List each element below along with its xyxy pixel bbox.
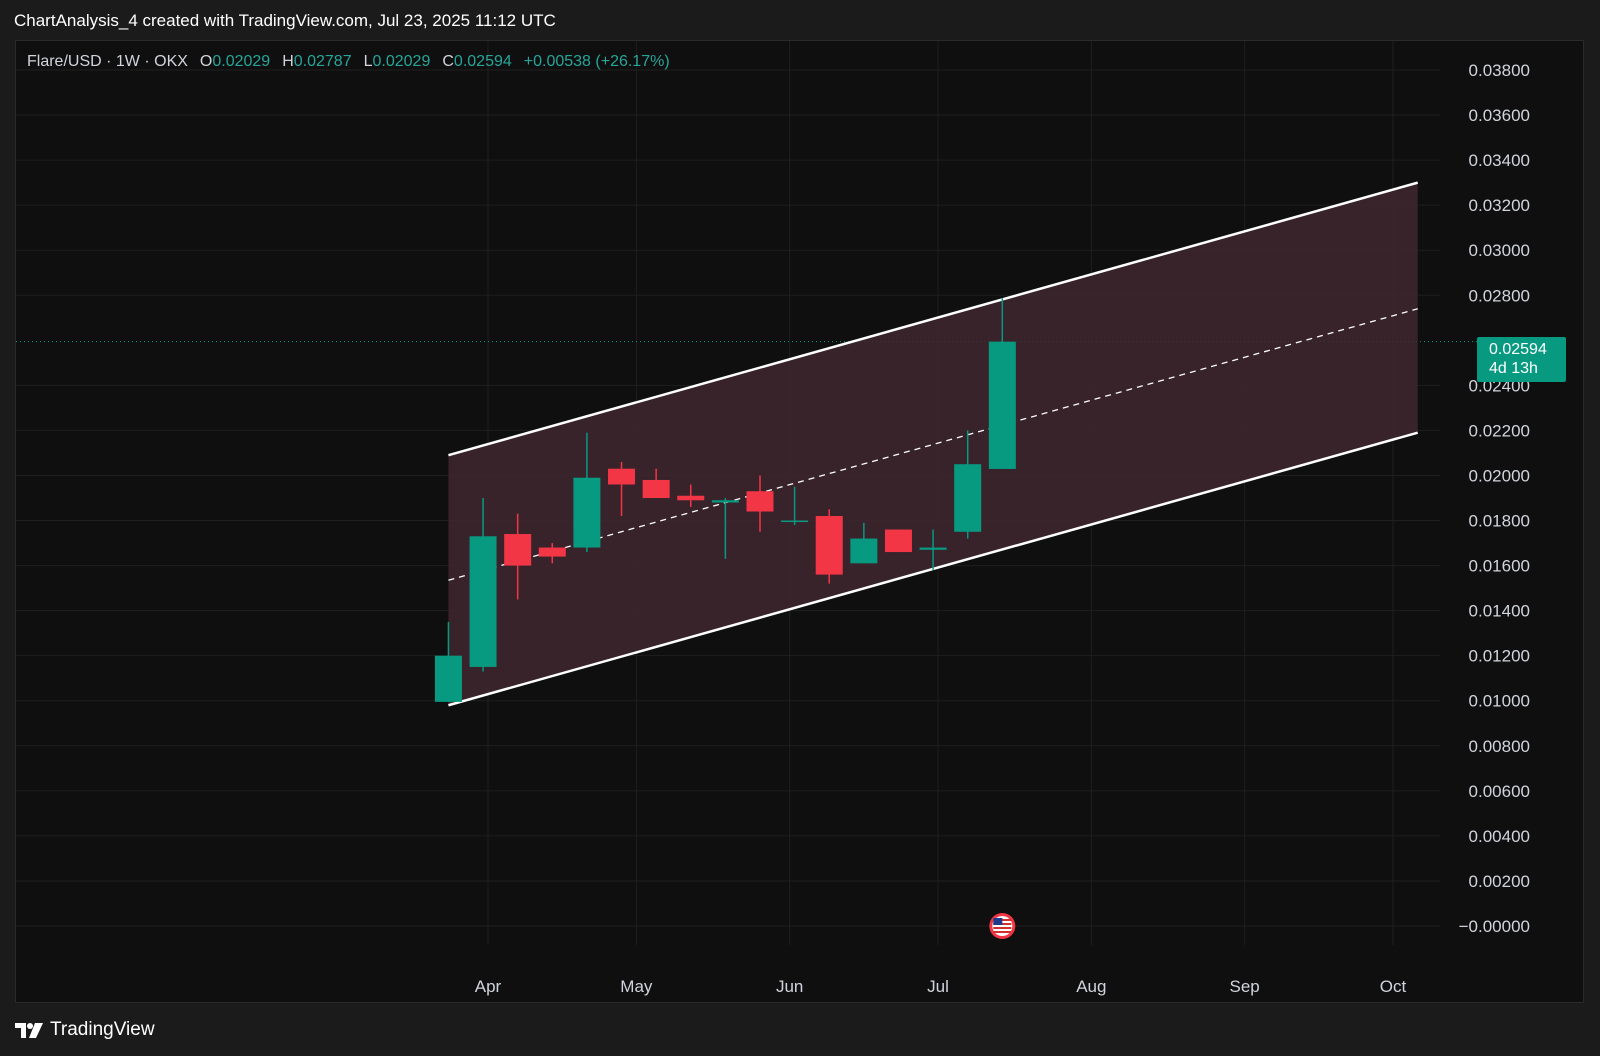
candle-body (711, 500, 739, 503)
candle[interactable] (573, 432, 601, 553)
x-tick-label: Apr (475, 977, 502, 996)
candle-body (677, 495, 705, 501)
tradingview-logo-icon (15, 1023, 43, 1038)
candle[interactable] (954, 430, 982, 539)
bar-countdown: 4d 13h (1489, 360, 1538, 377)
change-value: +0.00538 (+26.17%) (523, 53, 670, 70)
candle[interactable] (884, 529, 912, 553)
candle-body (850, 538, 878, 564)
candle[interactable] (850, 522, 878, 564)
y-tick-label: 0.00600 (1469, 782, 1530, 801)
low-value: 0.02029 (372, 53, 431, 70)
x-tick-label: Oct (1380, 977, 1407, 996)
candle[interactable] (608, 461, 636, 517)
y-tick-label: 0.02800 (1469, 286, 1530, 305)
candle[interactable] (538, 543, 566, 564)
x-tick-label: Sep (1230, 977, 1260, 996)
candle-body (469, 536, 497, 667)
brand-name: TradingView (50, 1019, 155, 1040)
candle[interactable] (746, 475, 774, 532)
candle-body (988, 341, 1016, 469)
y-tick-label: 0.01400 (1469, 602, 1530, 621)
candle-body (919, 547, 947, 550)
candle-body (954, 464, 982, 532)
y-tick-label: 0.03000 (1469, 241, 1530, 260)
y-tick-label: 0.03600 (1469, 106, 1530, 125)
candle[interactable] (677, 484, 705, 508)
x-tick-label: Aug (1076, 977, 1106, 996)
y-tick-label: −0.00000 (1459, 917, 1530, 936)
event-markers (989, 913, 1016, 939)
candle[interactable] (781, 486, 809, 526)
y-tick-label: 0.02200 (1469, 421, 1530, 440)
y-tick-label: 0.01800 (1469, 512, 1530, 531)
candle-body (884, 529, 912, 553)
x-tick-label: Jun (776, 977, 803, 996)
us-flag-icon[interactable] (989, 913, 1016, 939)
last-price-tag: 0.02594 4d 13h (1477, 337, 1566, 382)
close-value: 0.02594 (453, 53, 512, 70)
flag-icon-stripe (993, 927, 1012, 929)
price-axis: 0.03800 0.03600 0.03400 0.03200 0.03000 0.028… (1459, 61, 1530, 936)
y-tick-label: 0.01600 (1469, 557, 1530, 576)
candle[interactable] (434, 621, 462, 702)
candle[interactable] (469, 498, 497, 672)
y-tick-label: 0.03200 (1469, 196, 1530, 215)
last-price-value: 0.02594 (1489, 341, 1547, 358)
candle[interactable] (919, 529, 947, 571)
candle-body (573, 477, 601, 548)
chart-header-title: ChartAnalysis_4 created with TradingView… (14, 11, 556, 30)
flag-icon-stripe (993, 931, 1012, 933)
x-tick-label: May (620, 977, 653, 996)
channel-fill (448, 182, 1418, 706)
candle-body (781, 520, 809, 523)
candles (434, 298, 1016, 702)
high-label: H (282, 53, 294, 70)
ascending-channel (448, 181, 1419, 707)
ohlc-legend: Flare/USD · 1W · OKX O0.02029 H0.02787 L0.0… (27, 53, 670, 71)
channel-upper-line (448, 181, 1419, 457)
high-value: 0.02787 (293, 53, 352, 70)
candle[interactable] (642, 468, 670, 498)
candle-body (746, 491, 774, 512)
open-label: O (199, 53, 213, 70)
y-tick-label: 0.00200 (1469, 872, 1530, 891)
y-tick-label: 0.01200 (1469, 647, 1530, 666)
x-tick-label: Jul (927, 977, 949, 996)
candle-body (815, 516, 843, 575)
channel-middle-line (448, 308, 1418, 581)
candle-body (434, 655, 462, 702)
y-tick-label: 0.03400 (1469, 151, 1530, 170)
open-value: 0.02029 (212, 53, 271, 70)
candle[interactable] (815, 509, 843, 584)
time-axis: Apr May Jun Jul Aug Sep Oct (475, 977, 1407, 996)
y-tick-label: 0.03800 (1469, 61, 1530, 80)
symbol-label[interactable]: Flare/USD · 1W · OKX (27, 53, 188, 70)
y-tick-label: 0.00400 (1469, 827, 1530, 846)
candle[interactable] (504, 513, 532, 600)
y-tick-label: 0.01000 (1469, 692, 1530, 711)
y-tick-label: 0.02000 (1469, 466, 1530, 485)
candle-body (642, 479, 670, 498)
candle-body (608, 468, 636, 485)
candle[interactable] (988, 298, 1016, 469)
candle-body (538, 547, 566, 557)
candle-body (504, 534, 532, 566)
flag-icon-canton (993, 918, 1003, 925)
candle[interactable] (711, 498, 739, 559)
low-label: L (363, 53, 373, 70)
close-label: C (442, 53, 454, 70)
y-tick-label: 0.00800 (1469, 737, 1530, 756)
tradingview-footer[interactable]: TradingView (14, 1015, 155, 1045)
